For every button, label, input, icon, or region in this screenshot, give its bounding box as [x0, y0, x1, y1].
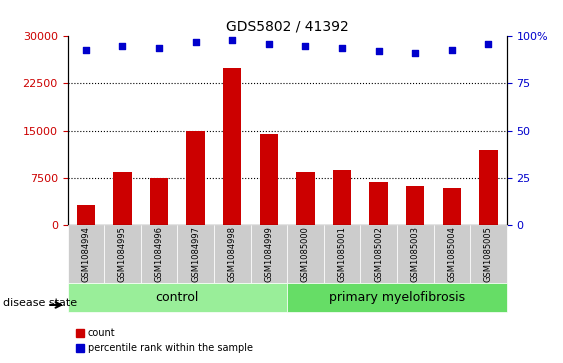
Bar: [186, 131, 205, 225]
Point: [447, 46, 456, 52]
Bar: [406, 186, 425, 225]
Text: primary myelofibrosis: primary myelofibrosis: [329, 291, 465, 304]
Point: [411, 50, 420, 56]
Text: GSM1084997: GSM1084997: [191, 226, 200, 282]
Text: GSM1084994: GSM1084994: [82, 226, 90, 282]
Bar: [296, 172, 315, 225]
FancyBboxPatch shape: [324, 225, 360, 283]
FancyBboxPatch shape: [360, 225, 397, 283]
FancyBboxPatch shape: [214, 225, 251, 283]
Point: [118, 43, 127, 49]
Text: disease state: disease state: [3, 298, 77, 308]
Point: [301, 43, 310, 49]
FancyBboxPatch shape: [68, 283, 287, 312]
Text: GSM1084995: GSM1084995: [118, 226, 127, 282]
FancyBboxPatch shape: [104, 225, 141, 283]
Text: GSM1085004: GSM1085004: [448, 226, 456, 282]
Text: GSM1085005: GSM1085005: [484, 226, 493, 282]
FancyBboxPatch shape: [434, 225, 470, 283]
Point: [338, 45, 347, 50]
Title: GDS5802 / 41392: GDS5802 / 41392: [226, 20, 348, 34]
FancyBboxPatch shape: [68, 225, 104, 283]
FancyBboxPatch shape: [251, 225, 287, 283]
Legend: count, percentile rank within the sample: count, percentile rank within the sample: [73, 324, 257, 357]
FancyBboxPatch shape: [470, 225, 507, 283]
Bar: [260, 134, 278, 225]
Bar: [333, 170, 351, 225]
Point: [154, 45, 164, 50]
FancyBboxPatch shape: [397, 225, 434, 283]
Bar: [479, 150, 498, 225]
Bar: [113, 172, 132, 225]
Text: control: control: [155, 291, 199, 304]
FancyBboxPatch shape: [177, 225, 214, 283]
Point: [484, 41, 493, 47]
Bar: [443, 188, 461, 225]
Text: GSM1085000: GSM1085000: [301, 226, 310, 282]
Text: GSM1085001: GSM1085001: [338, 226, 346, 282]
Point: [265, 41, 274, 47]
Point: [374, 49, 383, 54]
Text: GSM1085002: GSM1085002: [374, 226, 383, 282]
FancyBboxPatch shape: [287, 283, 507, 312]
Point: [227, 37, 237, 43]
Text: GSM1085003: GSM1085003: [411, 226, 419, 282]
Text: GSM1084996: GSM1084996: [155, 226, 163, 282]
Bar: [223, 68, 242, 225]
Point: [81, 46, 90, 52]
Text: GSM1084998: GSM1084998: [228, 226, 236, 282]
Bar: [77, 205, 95, 225]
FancyBboxPatch shape: [287, 225, 324, 283]
Bar: [369, 182, 388, 225]
Bar: [150, 178, 168, 225]
FancyBboxPatch shape: [141, 225, 177, 283]
Point: [191, 39, 200, 45]
Text: GSM1084999: GSM1084999: [265, 226, 273, 282]
